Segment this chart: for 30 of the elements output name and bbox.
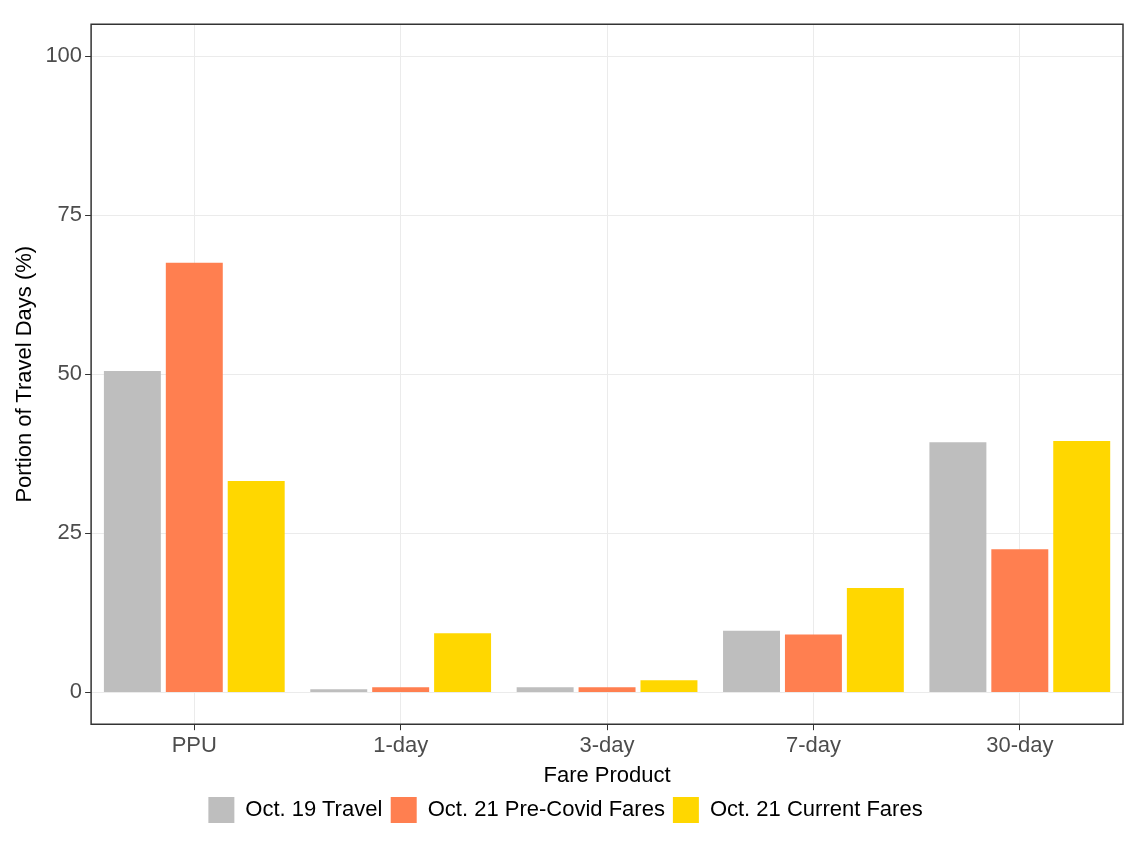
- x-axis-title: Fare Product: [543, 761, 671, 787]
- legend-label: Oct. 21 Pre-Covid Fares: [427, 796, 665, 822]
- bar: [1053, 441, 1111, 692]
- bar: [723, 630, 780, 692]
- x-tick-label: PPU: [171, 732, 217, 758]
- y-tick-label: 50: [57, 360, 83, 386]
- bar: [991, 549, 1049, 692]
- bar: [929, 442, 987, 692]
- x-tick-label: 7-day: [785, 732, 841, 758]
- bar: [372, 687, 430, 692]
- x-tick-label: 3-day: [579, 732, 635, 758]
- y-tick-label: 0: [69, 678, 83, 704]
- y-tick-label: 100: [45, 42, 83, 68]
- bar: [578, 687, 636, 692]
- bar: [640, 680, 698, 692]
- bar: [227, 481, 285, 692]
- bar: [103, 371, 161, 692]
- bar: [310, 689, 368, 692]
- bar: [784, 634, 842, 692]
- legend-label: Oct. 19 Travel: [245, 796, 383, 822]
- bar: [846, 588, 904, 692]
- bar: [434, 633, 492, 692]
- legend-label: Oct. 21 Current Fares: [709, 796, 923, 822]
- x-tick-label: 1-day: [373, 732, 429, 758]
- y-tick-label: 25: [57, 519, 83, 545]
- bar: [516, 687, 574, 692]
- bar: [165, 262, 223, 692]
- y-axis-title: Portion of Travel Days (%): [11, 245, 37, 503]
- x-tick-label: 30-day: [986, 732, 1054, 758]
- y-tick-label: 75: [57, 201, 83, 227]
